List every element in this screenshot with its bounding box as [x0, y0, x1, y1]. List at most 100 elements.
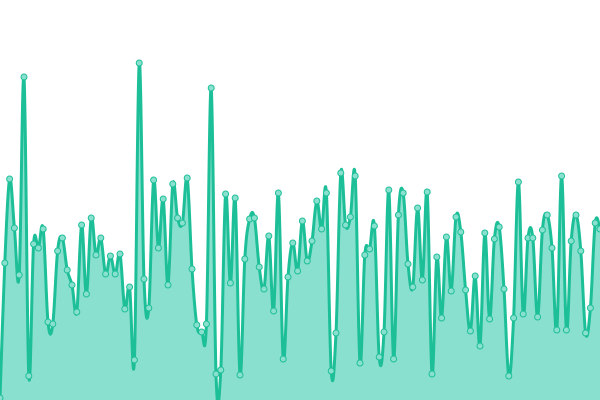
- data-point-41: [193, 321, 201, 329]
- data-point-81: [385, 186, 393, 194]
- data-point-27: [126, 283, 134, 291]
- data-point-95: [452, 213, 460, 221]
- data-point-97: [462, 286, 470, 294]
- data-point-66: [313, 197, 321, 205]
- data-point-101: [481, 229, 489, 237]
- data-point-45: [212, 370, 220, 378]
- data-point-49: [231, 194, 239, 202]
- data-point-5: [20, 73, 28, 81]
- data-point-100: [476, 342, 484, 350]
- data-point-107: [510, 314, 518, 322]
- data-point-24: [111, 270, 119, 278]
- data-point-12: [54, 247, 62, 255]
- data-point-83: [394, 211, 402, 219]
- data-point-93: [442, 233, 450, 241]
- data-point-44: [207, 84, 215, 92]
- data-point-23: [106, 252, 114, 260]
- data-point-87: [414, 204, 422, 212]
- data-point-35: [164, 281, 172, 289]
- data-point-94: [447, 287, 455, 295]
- data-point-32: [150, 176, 158, 184]
- data-point-85: [404, 260, 412, 268]
- data-point-98: [466, 327, 474, 335]
- data-point-53: [250, 214, 258, 222]
- data-point-8: [34, 244, 42, 252]
- data-point-69: [327, 367, 335, 375]
- data-point-63: [298, 217, 306, 225]
- data-point-47: [222, 190, 230, 198]
- data-point-84: [399, 189, 407, 197]
- data-point-59: [279, 355, 287, 363]
- data-point-71: [337, 169, 345, 177]
- data-point-16: [73, 308, 81, 316]
- data-point-65: [308, 237, 316, 245]
- data-point-103: [490, 235, 498, 243]
- data-point-34: [159, 195, 167, 203]
- data-point-11: [49, 320, 57, 328]
- data-point-19: [87, 214, 95, 222]
- data-point-64: [303, 257, 311, 265]
- data-point-102: [486, 315, 494, 323]
- data-point-58: [274, 189, 282, 197]
- data-point-120: [572, 211, 580, 219]
- data-point-92: [438, 314, 446, 322]
- area-fill: [0, 62, 600, 400]
- data-point-115: [548, 244, 556, 252]
- data-point-28: [130, 356, 138, 364]
- data-point-56: [265, 232, 273, 240]
- data-point-121: [577, 247, 585, 255]
- data-point-0: [0, 394, 4, 400]
- data-point-90: [428, 370, 436, 378]
- data-point-91: [433, 253, 441, 261]
- data-point-61: [289, 239, 297, 247]
- data-point-43: [202, 320, 210, 328]
- data-point-60: [284, 273, 292, 281]
- data-point-77: [366, 245, 374, 253]
- data-point-17: [78, 221, 86, 229]
- data-point-104: [495, 223, 503, 231]
- data-point-78: [370, 222, 378, 230]
- data-point-40: [188, 265, 196, 273]
- data-point-122: [582, 329, 590, 337]
- data-point-22: [102, 270, 110, 278]
- data-point-68: [322, 189, 330, 197]
- data-point-119: [567, 237, 575, 245]
- data-point-72: [342, 221, 350, 229]
- data-point-113: [538, 226, 546, 234]
- data-point-29: [135, 59, 143, 67]
- data-point-89: [423, 188, 431, 196]
- data-point-6: [25, 372, 33, 380]
- data-point-2: [6, 175, 14, 183]
- data-point-74: [351, 172, 359, 180]
- data-point-88: [418, 276, 426, 284]
- data-point-99: [471, 272, 479, 280]
- data-point-42: [198, 328, 206, 336]
- data-point-80: [380, 328, 388, 336]
- data-point-125: [596, 225, 600, 233]
- data-point-96: [457, 228, 465, 236]
- data-point-26: [121, 305, 129, 313]
- data-point-75: [356, 359, 364, 367]
- data-point-3: [10, 224, 18, 232]
- data-point-105: [500, 285, 508, 293]
- data-point-15: [68, 281, 76, 289]
- data-point-25: [116, 250, 124, 258]
- data-point-37: [174, 214, 182, 222]
- data-point-13: [58, 234, 66, 242]
- data-point-31: [145, 304, 153, 312]
- data-point-82: [390, 355, 398, 363]
- data-point-9: [39, 225, 47, 233]
- data-point-1: [1, 259, 9, 267]
- data-point-33: [154, 244, 162, 252]
- data-point-18: [82, 290, 90, 298]
- data-point-30: [140, 275, 148, 283]
- data-point-123: [586, 304, 594, 312]
- data-point-46: [217, 366, 225, 374]
- data-point-79: [375, 353, 383, 361]
- data-point-111: [529, 234, 537, 242]
- data-point-51: [241, 255, 249, 263]
- data-point-36: [169, 180, 177, 188]
- data-point-21: [97, 234, 105, 242]
- data-point-86: [409, 283, 417, 291]
